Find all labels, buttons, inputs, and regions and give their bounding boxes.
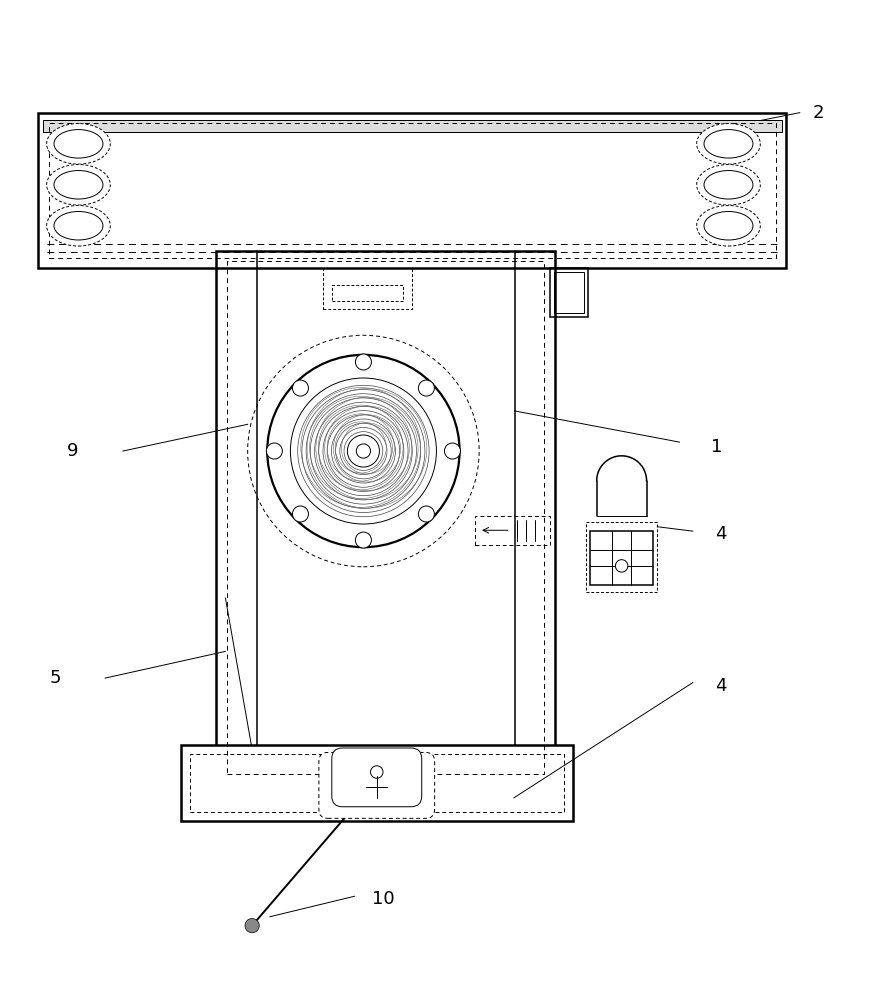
Ellipse shape: [47, 205, 110, 246]
Circle shape: [418, 506, 435, 522]
Ellipse shape: [697, 124, 761, 164]
Circle shape: [266, 443, 282, 459]
Bar: [554, 272, 584, 313]
FancyBboxPatch shape: [332, 748, 422, 807]
Circle shape: [292, 380, 308, 396]
Circle shape: [357, 444, 371, 458]
Ellipse shape: [54, 211, 103, 240]
Bar: [181, 745, 573, 821]
Circle shape: [245, 919, 259, 933]
Ellipse shape: [697, 205, 761, 246]
Ellipse shape: [47, 164, 110, 205]
Bar: [43, 120, 782, 132]
Bar: [586, 522, 658, 592]
Ellipse shape: [704, 171, 753, 199]
Circle shape: [418, 380, 435, 396]
Bar: [228, 261, 544, 774]
Bar: [39, 113, 787, 268]
Ellipse shape: [704, 130, 753, 158]
Text: 9: 9: [67, 442, 78, 460]
Circle shape: [444, 443, 461, 459]
Circle shape: [292, 506, 308, 522]
Bar: [43, 120, 782, 132]
Circle shape: [348, 435, 379, 467]
Bar: [49, 123, 776, 258]
Bar: [475, 516, 550, 545]
Text: 4: 4: [715, 677, 727, 695]
Ellipse shape: [54, 171, 103, 199]
Text: 4: 4: [715, 525, 727, 543]
Bar: [190, 754, 564, 812]
Bar: [323, 268, 412, 309]
Text: 2: 2: [813, 104, 824, 122]
Circle shape: [356, 532, 372, 548]
Bar: [590, 531, 653, 585]
Text: 5: 5: [49, 669, 61, 687]
Ellipse shape: [697, 164, 761, 205]
Ellipse shape: [47, 124, 110, 164]
Circle shape: [356, 354, 372, 370]
Bar: [332, 285, 403, 301]
Bar: [217, 251, 555, 785]
Ellipse shape: [54, 130, 103, 158]
FancyBboxPatch shape: [319, 752, 435, 818]
Circle shape: [616, 560, 628, 572]
Text: 10: 10: [373, 890, 395, 908]
Ellipse shape: [704, 211, 753, 240]
Bar: [550, 268, 588, 317]
Text: 1: 1: [711, 438, 722, 456]
